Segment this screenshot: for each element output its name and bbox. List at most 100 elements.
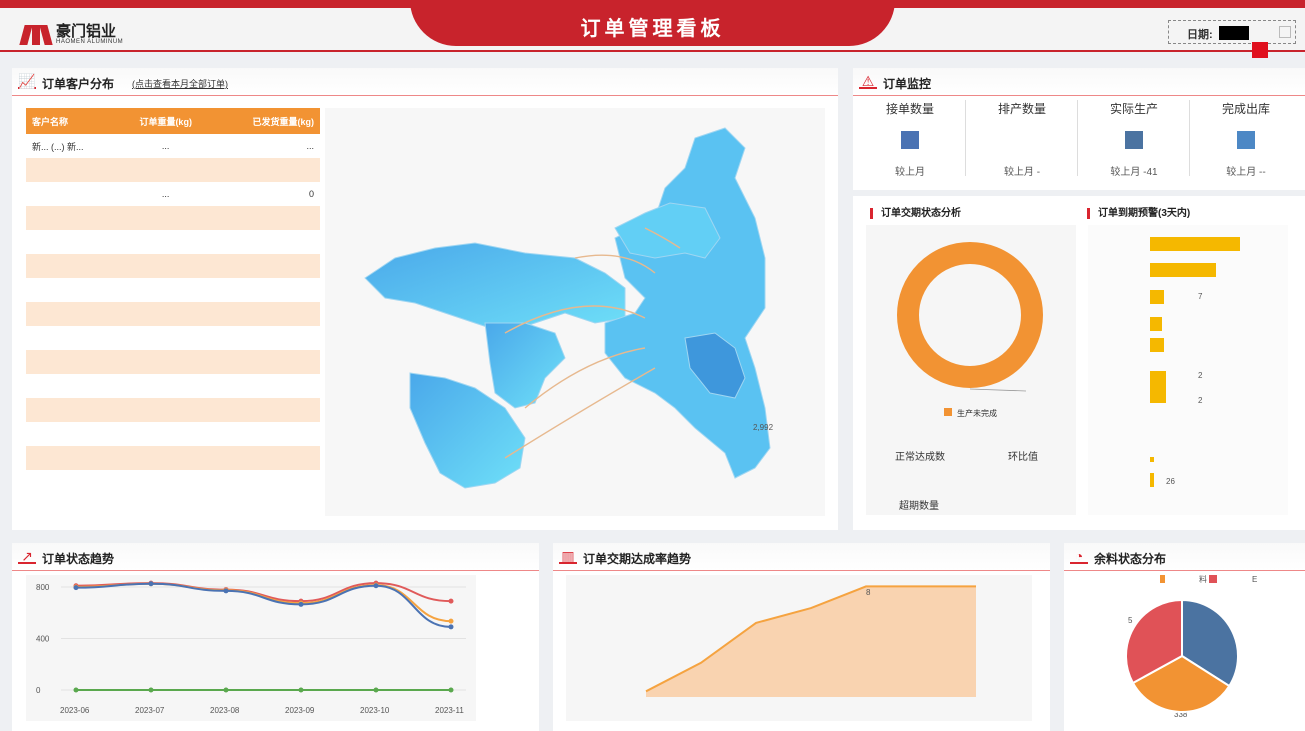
- red-marker: [1252, 42, 1268, 58]
- table-cell: ...: [161, 141, 170, 151]
- table-cell: [118, 350, 213, 374]
- logo-chinese-name: 豪门铝业: [56, 23, 117, 40]
- table-cell: [213, 374, 320, 398]
- status-legend-label[interactable]: 生产未完成: [957, 409, 997, 418]
- donut-segment[interactable]: [897, 242, 1043, 388]
- customer-map[interactable]: 2,992: [325, 108, 825, 516]
- monitor-metric[interactable]: 接单数量 较上月: [855, 100, 965, 178]
- warning-bar[interactable]: [1150, 457, 1154, 462]
- table-cell: [26, 254, 119, 278]
- table-row[interactable]: [26, 446, 320, 470]
- pie-slice[interactable]: [1125, 598, 1183, 685]
- warning-bar[interactable]: [1150, 317, 1162, 331]
- table-cell: [212, 206, 320, 230]
- table-row[interactable]: [26, 230, 320, 254]
- warning-bar[interactable]: [1150, 263, 1216, 277]
- table-row[interactable]: [26, 350, 320, 374]
- table-cell: [213, 422, 320, 446]
- metric-label: 接单数量: [885, 102, 934, 116]
- table-row[interactable]: [26, 422, 320, 446]
- page-title: 订单管理看板: [580, 18, 725, 40]
- table-cell: [212, 158, 320, 182]
- table-row[interactable]: [26, 158, 320, 182]
- monitor-metric[interactable]: 完成出库 较上月 --: [1191, 100, 1301, 178]
- table-row[interactable]: [26, 206, 320, 230]
- header-title-background: [410, 0, 895, 46]
- monitor-icon: ⚠: [859, 73, 877, 89]
- panel-title: 订单状态趋势: [42, 552, 115, 566]
- column-header[interactable]: 已发货重量(kg): [212, 108, 320, 134]
- table-cell: ...: [161, 189, 170, 199]
- data-point[interactable]: [373, 583, 379, 589]
- trend-icon: ↗: [18, 548, 36, 564]
- divider: [1189, 100, 1190, 176]
- table-row[interactable]: [26, 278, 320, 302]
- table-row[interactable]: [26, 374, 320, 398]
- calendar-icon[interactable]: [1279, 26, 1291, 38]
- monitor-metric[interactable]: 排产数量 较上月 -: [967, 100, 1077, 178]
- table-cell: [118, 398, 213, 422]
- table-row[interactable]: [26, 254, 320, 278]
- table-row[interactable]: ... 0: [26, 182, 320, 206]
- table-row[interactable]: [26, 302, 320, 326]
- delivery-rate-area-chart[interactable]: 8: [566, 575, 1032, 721]
- view-all-orders-link[interactable]: (点击查看本月全部订单): [132, 79, 228, 89]
- pie-side-label: 5: [1128, 616, 1133, 625]
- x-tick-label: 2023-10: [360, 706, 390, 715]
- series-line[interactable]: [75, 582, 452, 628]
- logo-mark-icon: [19, 24, 53, 45]
- warning-bar[interactable]: [1150, 473, 1154, 487]
- warning-bar[interactable]: [1150, 290, 1164, 304]
- line-chart-icon: 📈: [18, 73, 36, 89]
- table-cell: [26, 206, 119, 230]
- warning-bar[interactable]: [1150, 237, 1240, 251]
- customer-table: 客户名称 订单重量(kg) 已发货重量(kg) 新... (...) 新....…: [26, 108, 320, 494]
- data-point[interactable]: [148, 687, 154, 693]
- table-cell: [118, 206, 213, 230]
- table-cell: [26, 470, 119, 494]
- column-header[interactable]: 客户名称: [26, 108, 119, 134]
- data-point[interactable]: [448, 598, 454, 604]
- panel-title: 余料状态分布: [1094, 552, 1167, 566]
- status-donut-chart[interactable]: [866, 225, 1076, 515]
- column-header[interactable]: 订单重量(kg): [118, 108, 213, 134]
- metric-compare: 较上月: [895, 167, 925, 178]
- legend-swatch: [944, 408, 952, 416]
- due-warning-bar-chart[interactable]: 7 2 2 26: [1088, 225, 1288, 515]
- order-status-line-chart[interactable]: 0 400 800 2023-06 2023-07 2023-08 2023-09 2023-…: [26, 575, 526, 725]
- rate-line[interactable]: [645, 585, 976, 693]
- data-point[interactable]: [298, 687, 304, 693]
- map-value-label: 2,992: [753, 423, 774, 432]
- date-picker[interactable]: 日期:: [1168, 20, 1296, 44]
- area-fill[interactable]: [646, 586, 976, 697]
- table-cell: [26, 230, 119, 254]
- metric-value-redacted: [1013, 131, 1031, 149]
- data-point[interactable]: [373, 687, 379, 693]
- header-bar: 订单管理看板 豪门铝业 HAOMEN ALUMINUM 日期:: [0, 0, 1305, 52]
- data-point[interactable]: [223, 588, 229, 594]
- panel-title: 订单监控: [883, 77, 932, 91]
- data-point[interactable]: [448, 618, 454, 624]
- legend-swatch: [1160, 575, 1165, 583]
- data-point[interactable]: [298, 601, 304, 607]
- warning-bar[interactable]: [1150, 371, 1166, 403]
- pie-bottom-label: 338: [1174, 710, 1188, 719]
- remnant-pie-chart[interactable]: 料 E 5 338: [1064, 571, 1305, 731]
- table-row[interactable]: [26, 326, 320, 350]
- warning-bar[interactable]: [1150, 338, 1164, 352]
- table-row[interactable]: [26, 398, 320, 422]
- metric-label: 完成出库: [1221, 102, 1270, 116]
- logo-english-name: HAOMEN ALUMINUM: [56, 39, 124, 45]
- date-value-redacted: [1219, 26, 1249, 40]
- data-point[interactable]: [73, 687, 79, 693]
- table-cell: [212, 446, 320, 470]
- table-row[interactable]: 新... (...) 新.........: [26, 134, 320, 158]
- data-point[interactable]: [73, 585, 79, 591]
- data-point[interactable]: [448, 687, 454, 693]
- data-point[interactable]: [448, 624, 454, 630]
- monitor-metric[interactable]: 实际生产 较上月 -41: [1079, 100, 1189, 178]
- panel-title: 订单客户分布: [42, 77, 115, 91]
- data-point[interactable]: [148, 581, 154, 587]
- table-row[interactable]: [26, 470, 320, 494]
- data-point[interactable]: [223, 687, 229, 693]
